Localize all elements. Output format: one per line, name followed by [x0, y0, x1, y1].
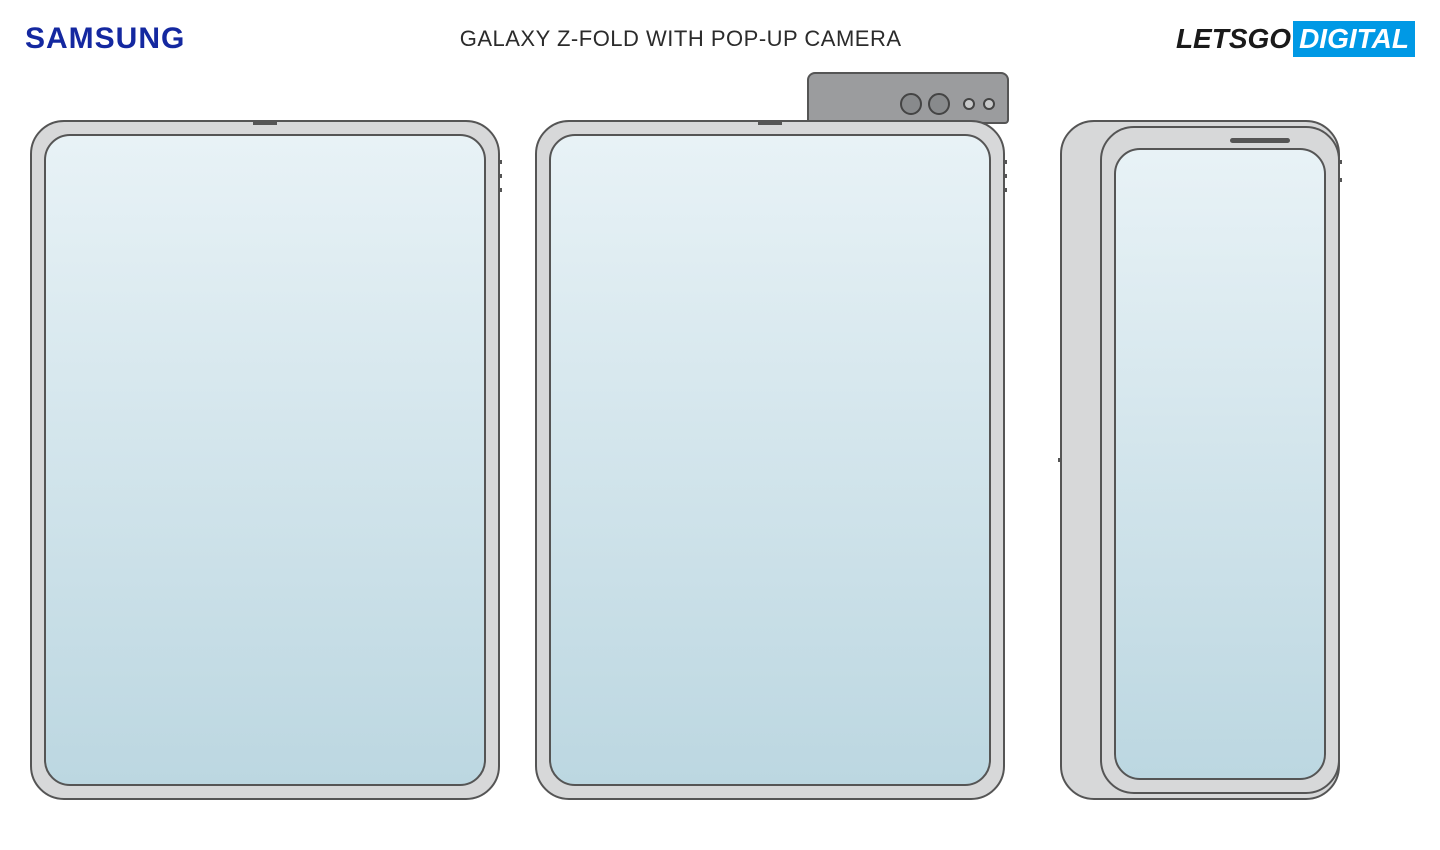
page-title: GALAXY Z-FOLD WITH POP-UP CAMERA — [460, 26, 902, 52]
camera-sensor-icon — [983, 98, 995, 110]
device-folded — [1060, 120, 1400, 800]
device3-side-button — [1338, 178, 1342, 182]
camera-sensor-icon — [963, 98, 975, 110]
camera-lens-icon — [928, 93, 950, 115]
letsgo-text: LETSGO — [1176, 23, 1291, 55]
device1-side-button — [498, 174, 502, 178]
device3-hinge-tick — [1058, 458, 1062, 462]
device1-hinge-notch — [253, 120, 277, 125]
device1-screen — [44, 134, 486, 786]
samsung-logo: SAMSUNG — [25, 22, 185, 56]
device-unfolded-closed — [30, 120, 500, 800]
camera-lens-icon — [900, 93, 922, 115]
device3-side-button — [1338, 160, 1342, 164]
device1-side-button — [498, 160, 502, 164]
device1-side-button — [498, 188, 502, 192]
device3-speaker-slot — [1230, 138, 1290, 143]
letsgo-digital-logo: LETSGO DIGITAL — [1176, 21, 1415, 57]
device2-side-button — [1003, 174, 1007, 178]
device-unfolded-popup — [535, 120, 1005, 800]
digital-text: DIGITAL — [1293, 21, 1415, 57]
device2-side-button — [1003, 188, 1007, 192]
device3-cover-screen — [1114, 148, 1326, 780]
device2-side-button — [1003, 160, 1007, 164]
device2-screen — [549, 134, 991, 786]
diagram-stage — [0, 70, 1440, 850]
device2-hinge-notch — [758, 120, 782, 125]
popup-camera-module — [807, 72, 1009, 124]
